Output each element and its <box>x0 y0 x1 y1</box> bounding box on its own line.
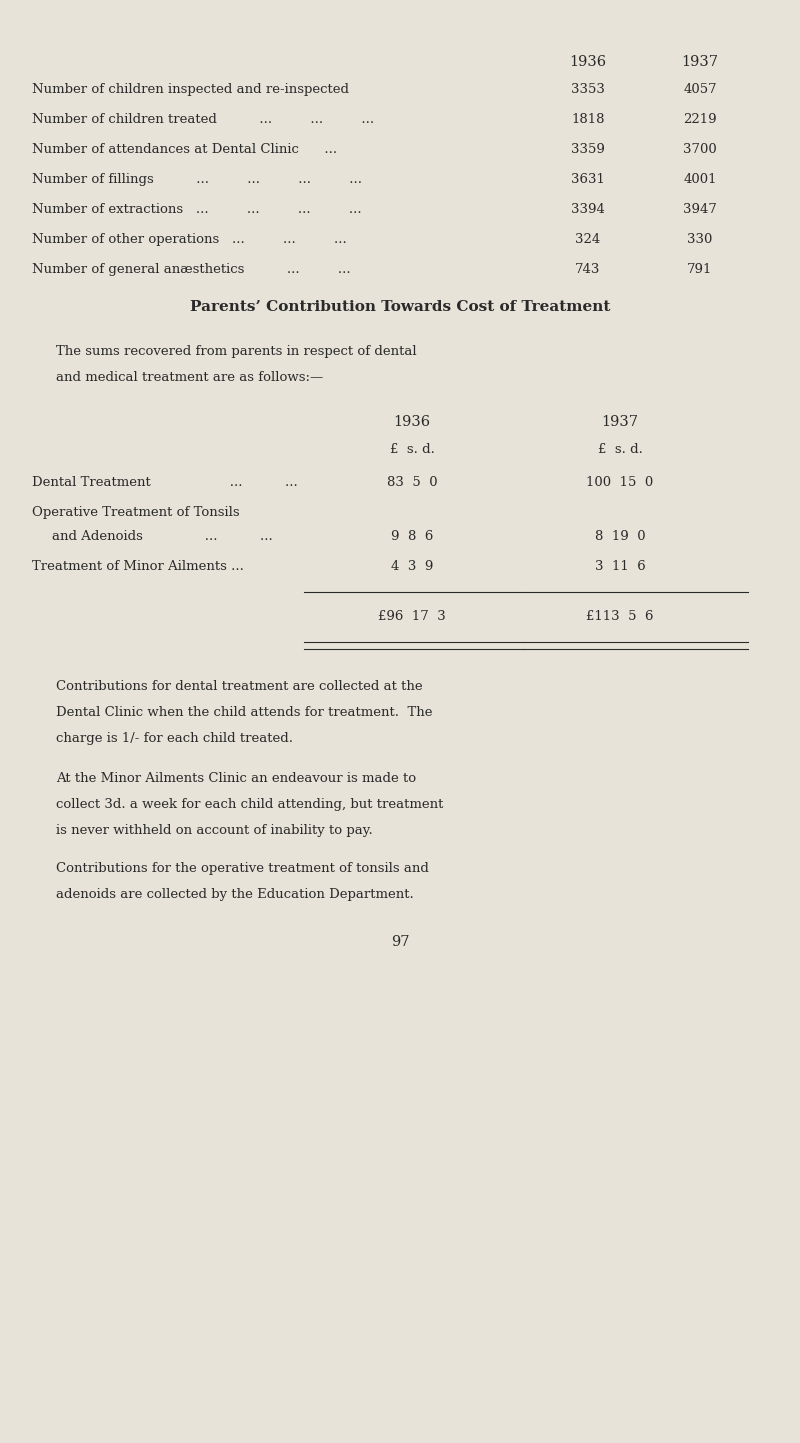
Text: £96  17  3: £96 17 3 <box>378 610 446 623</box>
Text: 1937: 1937 <box>602 416 638 429</box>
Text: 1818: 1818 <box>571 113 605 126</box>
Text: Number of children treated          ...         ...         ...: Number of children treated ... ... ... <box>32 113 374 126</box>
Text: charge is 1/- for each child treated.: charge is 1/- for each child treated. <box>56 732 293 745</box>
Text: 743: 743 <box>575 263 601 276</box>
Text: 4  3  9: 4 3 9 <box>391 560 433 573</box>
Text: 3394: 3394 <box>571 203 605 216</box>
Text: and medical treatment are as follows:—: and medical treatment are as follows:— <box>56 371 323 384</box>
Text: 324: 324 <box>575 232 601 245</box>
Text: Number of extractions   ...         ...         ...         ...: Number of extractions ... ... ... ... <box>32 203 362 216</box>
Text: ...          ...: ... ... <box>192 530 273 543</box>
Text: The sums recovered from parents in respect of dental: The sums recovered from parents in respe… <box>56 345 417 358</box>
Text: is never withheld on account of inability to pay.: is never withheld on account of inabilit… <box>56 824 373 837</box>
Text: £  s. d.: £ s. d. <box>390 443 434 456</box>
Text: 3947: 3947 <box>683 203 717 216</box>
Text: Parents’ Contribution Towards Cost of Treatment: Parents’ Contribution Towards Cost of Tr… <box>190 300 610 315</box>
Text: Number of other operations   ...         ...         ...: Number of other operations ... ... ... <box>32 232 346 245</box>
Text: Number of fillings          ...         ...         ...         ...: Number of fillings ... ... ... ... <box>32 173 362 186</box>
Text: 1936: 1936 <box>394 416 430 429</box>
Text: 8  19  0: 8 19 0 <box>594 530 646 543</box>
Text: Contributions for the operative treatment of tonsils and: Contributions for the operative treatmen… <box>56 861 429 874</box>
Text: 3353: 3353 <box>571 84 605 97</box>
Text: 330: 330 <box>687 232 713 245</box>
Text: Number of general anæsthetics          ...         ...: Number of general anæsthetics ... ... <box>32 263 350 276</box>
Text: and Adenoids: and Adenoids <box>52 530 143 543</box>
Text: At the Minor Ailments Clinic an endeavour is made to: At the Minor Ailments Clinic an endeavou… <box>56 772 416 785</box>
Text: 791: 791 <box>687 263 713 276</box>
Text: Dental Treatment: Dental Treatment <box>32 476 150 489</box>
Text: £  s. d.: £ s. d. <box>598 443 642 456</box>
Text: 4001: 4001 <box>683 173 717 186</box>
Text: 4057: 4057 <box>683 84 717 97</box>
Text: Number of children inspected and re-inspected: Number of children inspected and re-insp… <box>32 84 349 97</box>
Text: Dental Clinic when the child attends for treatment.  The: Dental Clinic when the child attends for… <box>56 706 433 719</box>
Text: collect 3d. a week for each child attending, but treatment: collect 3d. a week for each child attend… <box>56 798 443 811</box>
Text: Treatment of Minor Ailments ...: Treatment of Minor Ailments ... <box>32 560 244 573</box>
Text: 3359: 3359 <box>571 143 605 156</box>
Text: 3700: 3700 <box>683 143 717 156</box>
Text: Contributions for dental treatment are collected at the: Contributions for dental treatment are c… <box>56 680 422 693</box>
Text: 9  8  6: 9 8 6 <box>391 530 433 543</box>
Text: Number of attendances at Dental Clinic      ...: Number of attendances at Dental Clinic .… <box>32 143 337 156</box>
Text: £113  5  6: £113 5 6 <box>586 610 654 623</box>
Text: 100  15  0: 100 15 0 <box>586 476 654 489</box>
Text: 83  5  0: 83 5 0 <box>386 476 438 489</box>
Text: 97: 97 <box>390 935 410 949</box>
Text: Operative Treatment of Tonsils: Operative Treatment of Tonsils <box>32 506 240 519</box>
Text: 1937: 1937 <box>682 55 718 69</box>
Text: 1936: 1936 <box>570 55 606 69</box>
Text: ...          ...: ... ... <box>217 476 298 489</box>
Text: adenoids are collected by the Education Department.: adenoids are collected by the Education … <box>56 887 414 900</box>
Text: 3631: 3631 <box>571 173 605 186</box>
Text: 3  11  6: 3 11 6 <box>594 560 646 573</box>
Text: 2219: 2219 <box>683 113 717 126</box>
